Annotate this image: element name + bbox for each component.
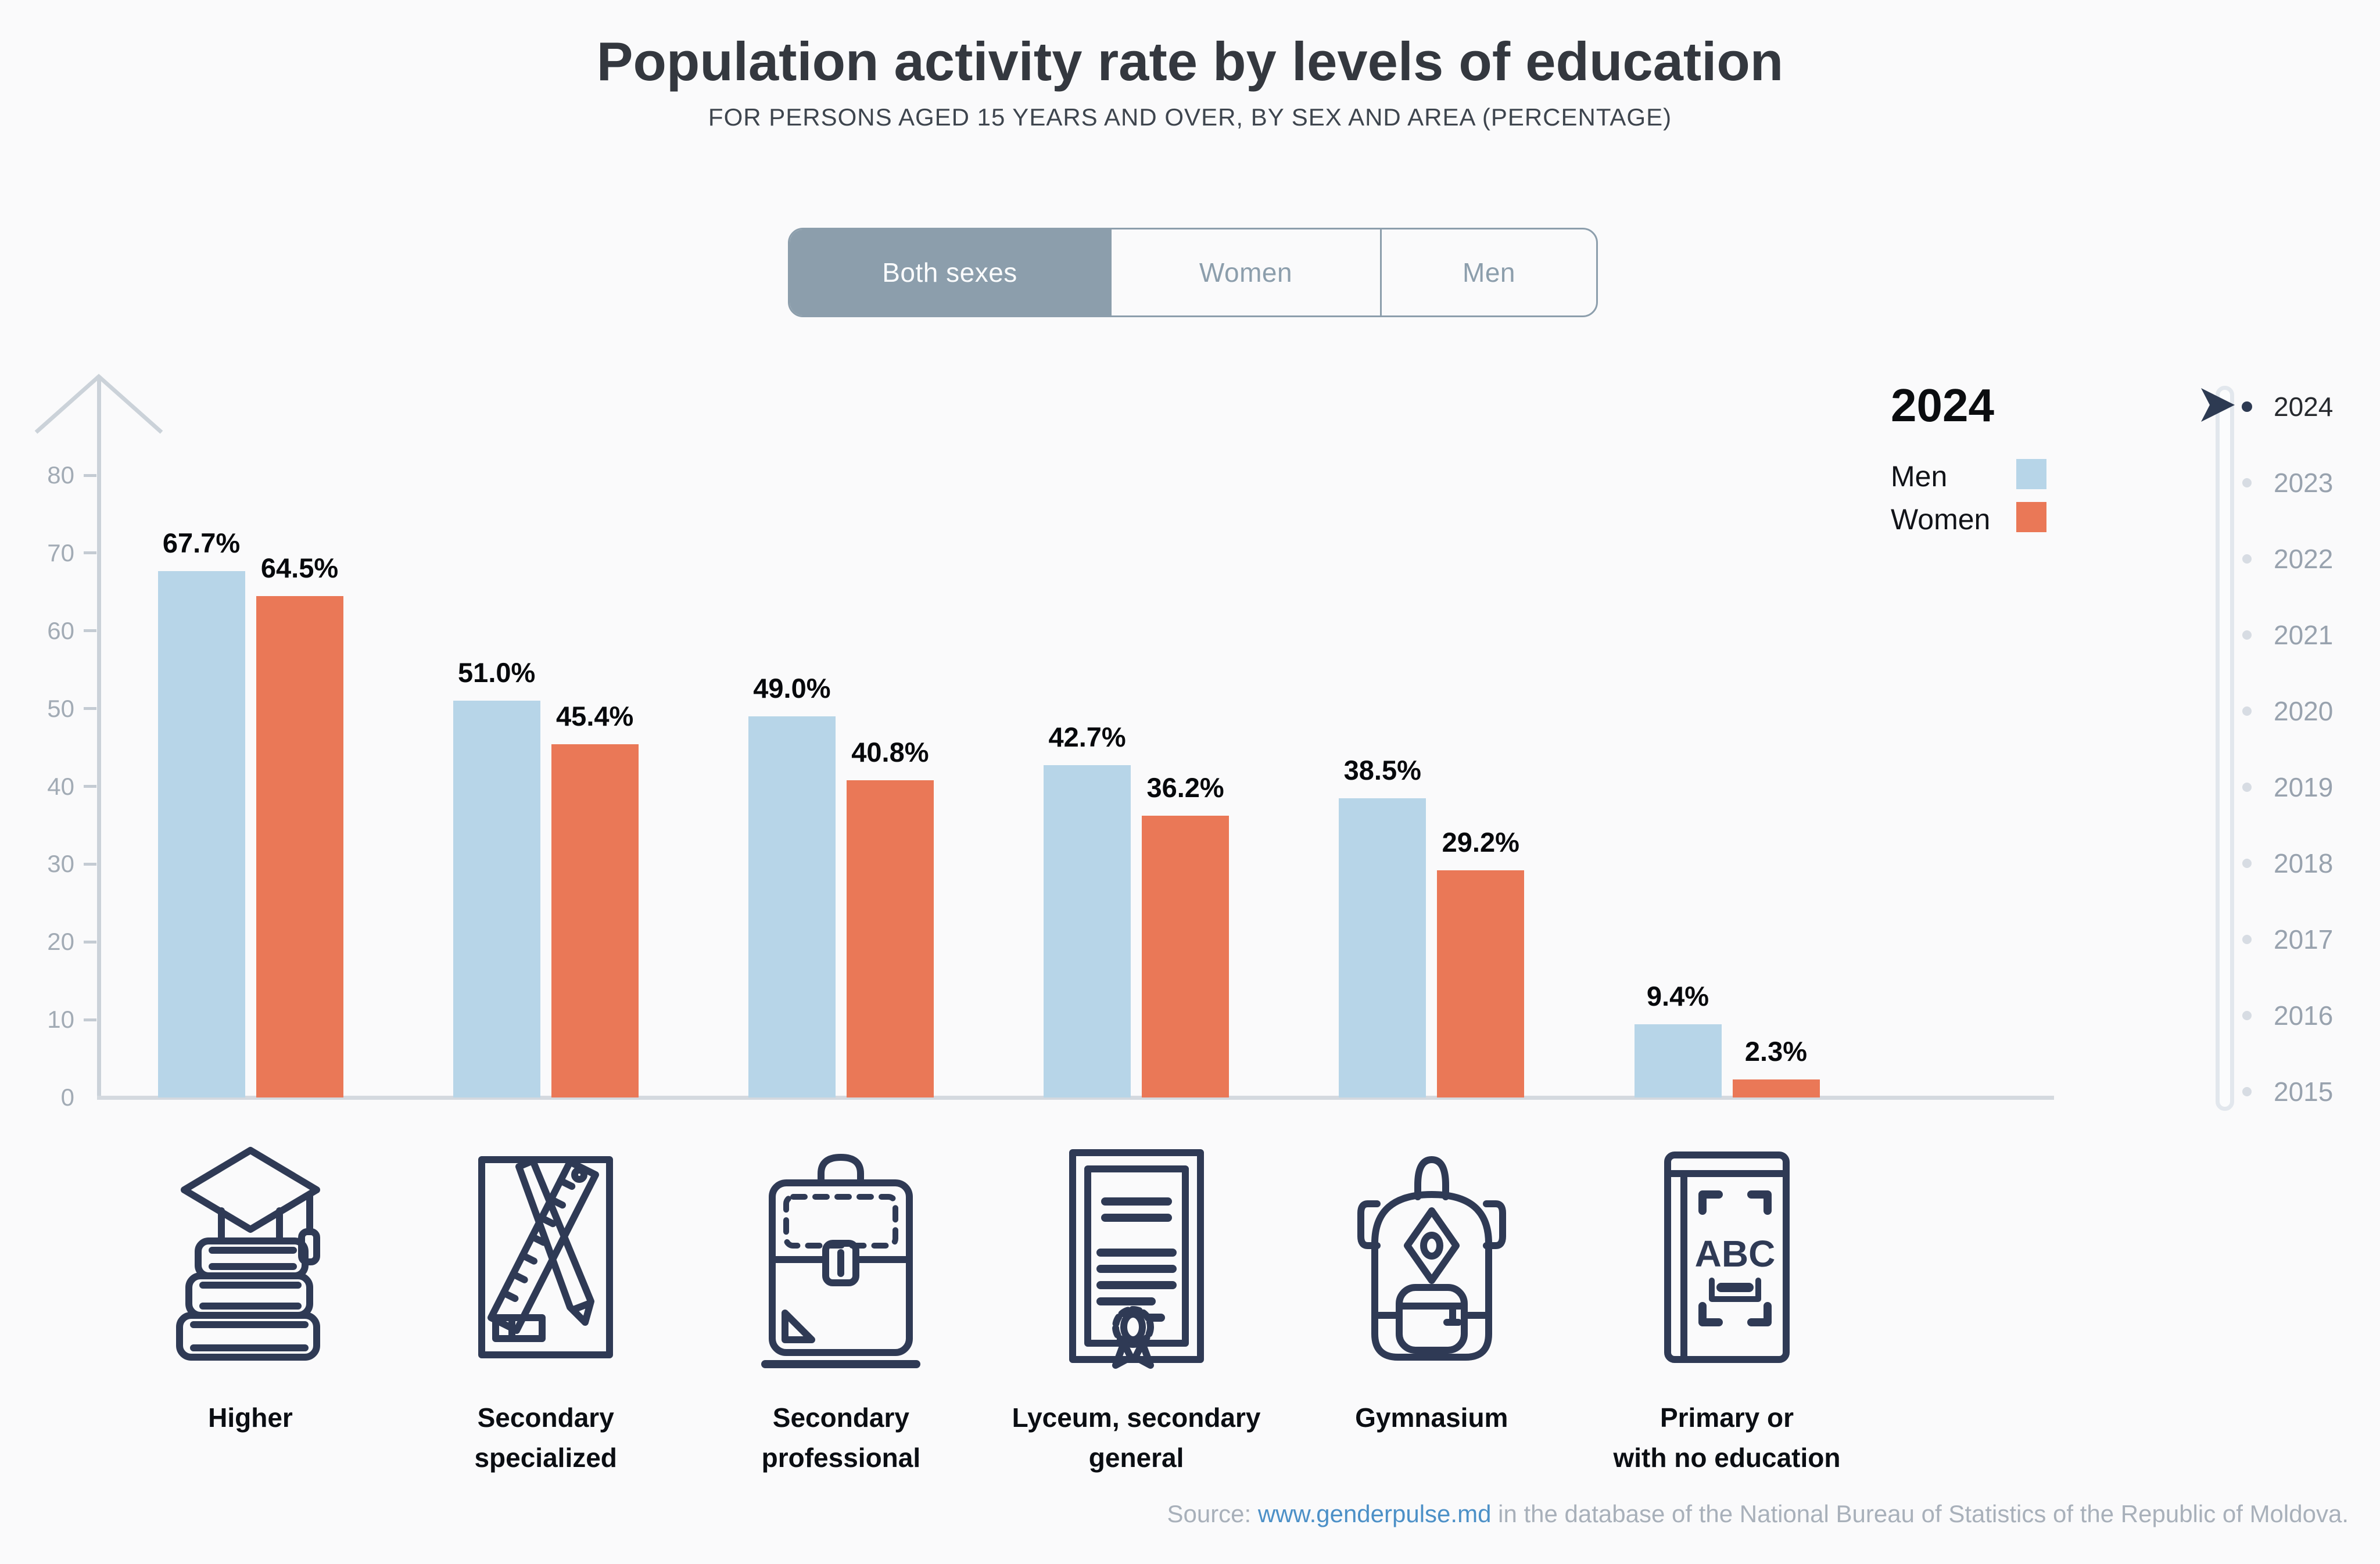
timeline-year-2021[interactable]: 2021 — [2274, 620, 2334, 650]
source-suffix: in the database of the National Bureau o… — [1491, 1500, 2349, 1527]
bar-men-4 — [1339, 798, 1426, 1097]
timeline-dot-2018[interactable] — [2242, 859, 2252, 868]
legend-year: 2024 — [1891, 379, 1994, 431]
timeline-dot-2021[interactable] — [2242, 630, 2252, 640]
y-axis-label: 70 — [47, 539, 74, 566]
y-tick-mark — [84, 1018, 96, 1021]
y-tick-mark — [84, 473, 96, 477]
abc-book-icon: ABC — [1664, 1152, 1790, 1363]
y-tick-mark — [84, 707, 96, 711]
timeline-year-2020[interactable]: 2020 — [2274, 696, 2334, 726]
x-axis — [97, 1096, 2054, 1100]
bar-men-1 — [453, 701, 540, 1097]
bar-value-label: 49.0% — [753, 673, 831, 704]
category-label: Higher — [208, 1402, 293, 1433]
legend-item-men: Men — [1891, 460, 1947, 493]
y-axis-label: 50 — [47, 694, 74, 722]
bar-women-4 — [1437, 870, 1525, 1097]
bar-value-label: 42.7% — [1048, 722, 1126, 753]
timeline-dot-2020[interactable] — [2242, 706, 2252, 716]
books-graduation-cap-icon — [176, 1147, 320, 1361]
source-note: Source: www.genderpulse.md in the databa… — [1167, 1500, 2349, 1528]
bar-men-3 — [1044, 765, 1131, 1097]
bar-men-5 — [1634, 1024, 1722, 1097]
timeline-year-2018[interactable]: 2018 — [2274, 848, 2334, 878]
category-label: Lyceum, secondary general — [1012, 1402, 1261, 1473]
timeline-dot-2024[interactable] — [2242, 401, 2252, 412]
legend-label-women: Women — [1891, 503, 1991, 536]
category-label: Primary or with no education — [1613, 1402, 1841, 1473]
tab-both-sexes[interactable]: Both sexes — [790, 229, 1110, 315]
bar-women-1 — [551, 744, 639, 1097]
y-axis-label: 40 — [47, 772, 74, 800]
timeline-dot-2017[interactable] — [2242, 935, 2252, 944]
bar-men-2 — [748, 716, 836, 1097]
legend-label-men: Men — [1891, 460, 1948, 493]
y-tick-mark — [84, 785, 96, 788]
y-tick-mark — [84, 862, 96, 866]
category-label: Gymnasium — [1355, 1402, 1508, 1433]
year-timeline-track[interactable] — [2216, 386, 2234, 1111]
legend-swatch-women — [2016, 502, 2046, 532]
timeline-year-2017[interactable]: 2017 — [2274, 924, 2334, 955]
y-axis — [97, 379, 101, 1100]
category-label: Secondary professional — [761, 1402, 921, 1473]
timeline-year-2023[interactable]: 2023 — [2274, 468, 2334, 498]
page-subtitle: FOR PERSONS AGED 15 YEARS AND OVER, BY S… — [708, 103, 1672, 131]
timeline-dot-2022[interactable] — [2242, 554, 2252, 564]
y-tick-mark — [84, 629, 96, 633]
active-year-arrow-icon — [2201, 388, 2235, 422]
bar-women-3 — [1142, 816, 1230, 1097]
bar-men-0 — [157, 571, 245, 1097]
y-axis-label: 60 — [47, 616, 74, 644]
bar-women-0 — [256, 596, 343, 1097]
timeline-year-2024[interactable]: 2024 — [2274, 392, 2334, 422]
tab-women[interactable]: Women — [1110, 229, 1380, 315]
briefcase-icon — [761, 1154, 921, 1368]
bar-value-label: 40.8% — [851, 736, 929, 767]
bar-value-label: 36.2% — [1146, 772, 1224, 803]
page-title: Population activity rate by levels of ed… — [596, 31, 1784, 92]
source-link[interactable]: www.genderpulse.md — [1257, 1500, 1492, 1527]
bar-value-label: 67.7% — [162, 527, 241, 558]
timeline-year-2019[interactable]: 2019 — [2274, 772, 2334, 802]
timeline-dot-2023[interactable] — [2242, 478, 2252, 487]
legend-item-women: Women — [1891, 503, 1990, 536]
y-tick-mark — [84, 551, 96, 555]
y-axis-label: 10 — [47, 1006, 74, 1034]
legend-swatch-men — [2016, 459, 2046, 489]
backpack-icon — [1357, 1156, 1506, 1361]
y-axis-label: 0 — [60, 1084, 74, 1111]
y-axis-arrow-icon — [34, 374, 163, 434]
bar-value-label: 45.4% — [556, 701, 634, 732]
timeline-year-2022[interactable]: 2022 — [2274, 544, 2334, 574]
pencil-ruler-sheet-icon — [478, 1156, 614, 1358]
category-label: Secondary specialized — [474, 1402, 617, 1473]
svg-text:ABC: ABC — [1695, 1233, 1776, 1275]
diploma-icon — [1069, 1149, 1204, 1369]
bar-value-label: 9.4% — [1646, 981, 1709, 1012]
timeline-dot-2015[interactable] — [2242, 1087, 2252, 1096]
bar-value-label: 51.0% — [458, 657, 536, 688]
bar-women-5 — [1732, 1079, 1820, 1097]
sex-selector-tabs: Both sexes Women Men — [788, 228, 1598, 317]
source-prefix: Source: — [1167, 1500, 1258, 1527]
bar-value-label: 64.5% — [260, 552, 339, 583]
y-tick-mark — [84, 940, 96, 944]
bar-value-label: 29.2% — [1442, 827, 1519, 858]
timeline-year-2015[interactable]: 2015 — [2274, 1077, 2334, 1107]
bar-women-2 — [846, 780, 934, 1097]
y-axis-label: 20 — [47, 928, 74, 956]
tab-men[interactable]: Men — [1380, 229, 1596, 315]
timeline-dot-2019[interactable] — [2242, 783, 2252, 792]
bar-value-label: 2.3% — [1744, 1036, 1808, 1067]
y-axis-label: 30 — [47, 850, 74, 878]
bar-value-label: 38.5% — [1343, 754, 1421, 785]
y-axis-label: 80 — [47, 461, 74, 489]
timeline-dot-2016[interactable] — [2242, 1011, 2252, 1020]
timeline-year-2016[interactable]: 2016 — [2274, 1000, 2334, 1031]
